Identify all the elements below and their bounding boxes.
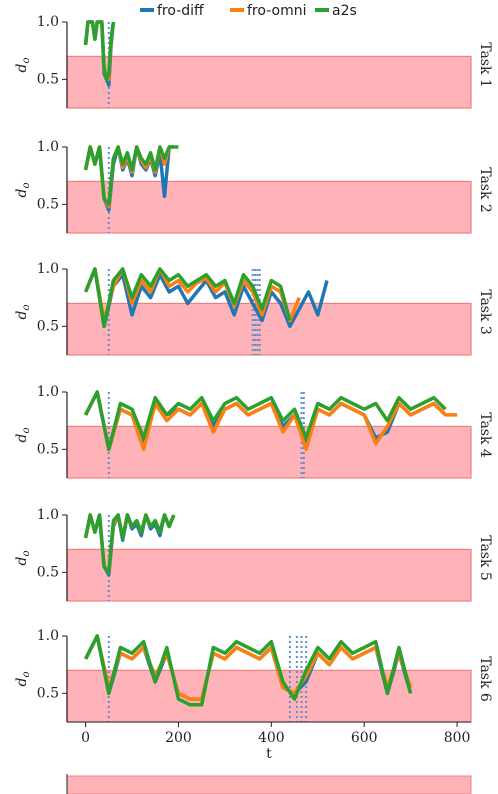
y-label-sub: o	[21, 551, 32, 557]
y-tick-label: 0.5	[37, 318, 59, 334]
series-line	[83, 20, 116, 82]
y-label-main: d	[14, 434, 30, 443]
y-tick-label: 1.0	[37, 139, 59, 155]
task-label: Task 5	[477, 535, 493, 581]
y-label-sub: o	[21, 183, 32, 189]
legend-label: fro-diff	[157, 3, 204, 19]
threshold-band	[66, 669, 472, 723]
partial-panel	[66, 775, 472, 794]
task-label: Task 1	[477, 42, 493, 88]
y-axis-label: do	[14, 428, 32, 443]
legend-label: fro-omni	[247, 3, 306, 19]
y-label-main: d	[14, 64, 30, 73]
y-label-sub: o	[21, 428, 32, 434]
series-line	[83, 145, 179, 207]
y-tick-label: 0.5	[37, 564, 59, 580]
task-label: Task 4	[477, 412, 493, 458]
y-axis-label: do	[14, 58, 32, 73]
panel: 0.5 1.0 do Task 3	[14, 261, 493, 356]
panel: 0.5 1.0 do Task 5	[14, 507, 493, 602]
x-tick-label: 200	[165, 730, 192, 746]
y-axis-label: do	[14, 672, 32, 687]
x-tick-label: 0	[81, 730, 90, 746]
y-label-sub: o	[21, 305, 32, 311]
panel: 0.5 1.0 do Task 4	[14, 384, 493, 479]
threshold-band	[66, 548, 472, 602]
series-line	[84, 634, 413, 701]
y-axis-label: do	[14, 305, 32, 320]
task-label: Task 2	[477, 167, 493, 213]
panel: 0.5 1.0 do Task 1	[14, 14, 493, 109]
y-tick-label: 0.5	[37, 71, 59, 87]
legend-label: a2s	[332, 3, 357, 19]
y-tick-label: 1.0	[37, 507, 59, 523]
x-tick-label: 400	[258, 730, 285, 746]
y-tick-label: 0.5	[37, 441, 59, 457]
y-tick-label: 0.5	[37, 685, 59, 701]
series-line	[84, 390, 458, 452]
x-tick-label: 600	[351, 730, 378, 746]
y-axis-label: do	[14, 551, 32, 566]
y-label-sub: o	[21, 672, 32, 678]
y-tick-label: 1.0	[37, 628, 59, 644]
threshold-band	[66, 302, 472, 356]
y-label-main: d	[14, 678, 30, 687]
x-axis-label: t	[266, 746, 272, 762]
y-label-main: d	[14, 311, 30, 320]
panel: 0.5 1.0 do Task 6 0 200 400 600 800 t	[14, 628, 493, 762]
y-tick-label: 1.0	[37, 14, 59, 30]
legend: fro-diff fro-omni a2s	[140, 3, 357, 19]
threshold-band	[66, 55, 472, 109]
threshold-band	[66, 180, 472, 234]
y-tick-label: 0.5	[37, 196, 59, 212]
series-line	[84, 390, 447, 452]
series-line	[83, 513, 176, 575]
task-label: Task 6	[477, 656, 493, 702]
y-tick-label: 1.0	[37, 384, 59, 400]
series-line	[84, 634, 413, 707]
y-tick-label: 1.0	[37, 261, 59, 277]
y-label-sub: o	[21, 58, 32, 64]
y-label-main: d	[14, 557, 30, 566]
series-line	[83, 267, 292, 329]
y-axis-label: do	[14, 183, 32, 198]
threshold-band	[66, 425, 472, 479]
task-label: Task 3	[477, 289, 493, 335]
x-tick-label: 800	[444, 730, 471, 746]
panel: 0.5 1.0 do Task 2	[14, 139, 493, 234]
y-label-main: d	[14, 189, 30, 198]
